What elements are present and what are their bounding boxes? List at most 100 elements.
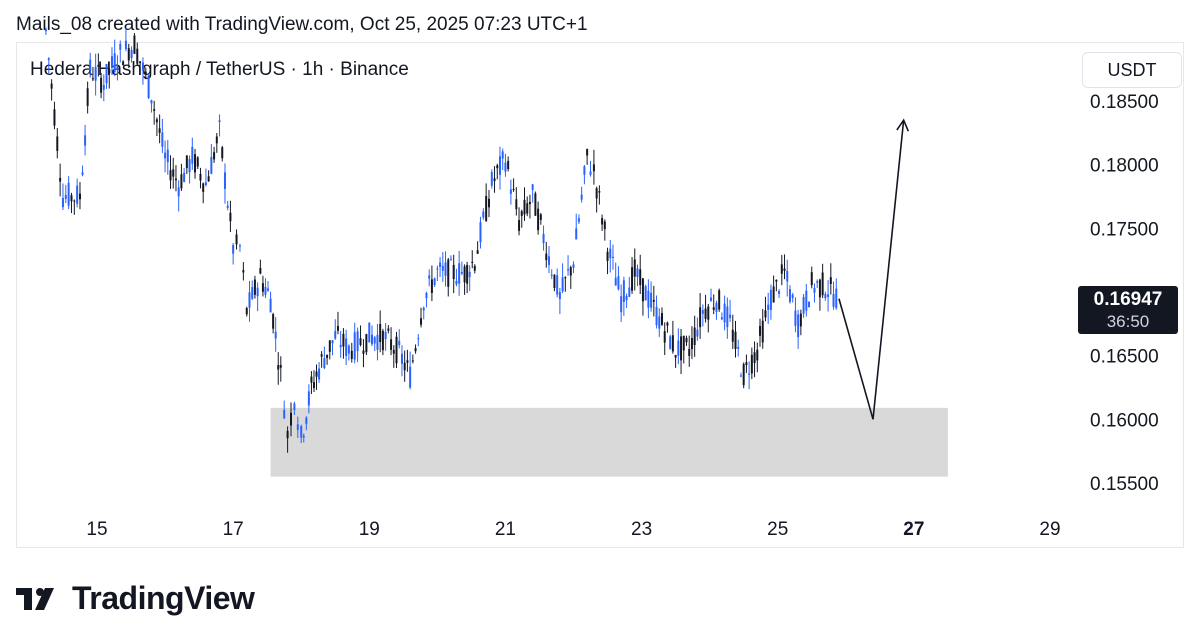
candle-body	[663, 331, 666, 343]
candle-body	[504, 162, 507, 172]
candle-body	[633, 259, 636, 277]
candle-body	[264, 286, 267, 295]
candle-body	[232, 245, 235, 254]
candle-body	[274, 331, 277, 339]
candle-body	[786, 270, 789, 282]
x-tick-label: 27	[903, 519, 924, 540]
candle-body	[810, 272, 813, 286]
candle-body	[315, 371, 318, 377]
candle-body	[788, 289, 791, 302]
candle-body	[409, 366, 412, 388]
candle-body	[799, 313, 802, 327]
candle-body	[147, 75, 150, 98]
candle-body	[791, 294, 794, 298]
candle-body	[296, 424, 299, 430]
candle-body	[539, 214, 542, 220]
candle-body	[556, 275, 559, 295]
candle-body	[520, 211, 523, 216]
candle-body	[323, 358, 326, 369]
candle-body	[86, 88, 89, 106]
candle-body	[471, 261, 474, 263]
candle-body	[73, 200, 76, 202]
candle-body	[537, 208, 540, 231]
candle-body	[67, 182, 70, 206]
candle-body	[813, 287, 816, 293]
candle-body	[256, 287, 259, 297]
candle-body	[406, 360, 409, 363]
candle-body	[334, 330, 337, 339]
candle-body	[677, 340, 680, 356]
chart-attribution: Mails_08 created with TradingView.com, O…	[16, 14, 588, 35]
candle-body	[235, 234, 238, 245]
candle-body	[326, 354, 329, 358]
x-tick-label: 15	[86, 519, 107, 540]
x-tick-label: 19	[359, 519, 380, 540]
candle-body	[302, 435, 305, 438]
candle-body	[64, 195, 67, 199]
candle-body	[368, 322, 371, 343]
candle-body	[545, 253, 548, 261]
candle-body	[229, 212, 232, 222]
candle-body	[592, 164, 595, 172]
candle-body	[267, 288, 270, 291]
candle-body	[460, 271, 463, 274]
candle-body	[78, 193, 81, 200]
candle-body	[199, 174, 202, 181]
candle-body	[644, 286, 647, 301]
tradingview-logo[interactable]: TradingView	[16, 580, 255, 617]
candle-body	[185, 155, 188, 169]
candle-body	[704, 308, 707, 319]
candle-body	[433, 278, 436, 286]
candle-body	[144, 71, 147, 74]
candle-body	[350, 350, 353, 359]
candle-body	[400, 353, 403, 364]
x-tick-label: 23	[631, 519, 652, 540]
candle-body	[94, 66, 97, 81]
candle-body	[611, 256, 614, 258]
candle-body	[586, 149, 589, 156]
candle-body	[674, 355, 677, 358]
candle-body	[365, 334, 368, 353]
candle-body	[595, 188, 598, 199]
candle-body	[518, 220, 521, 231]
candle-body	[150, 100, 153, 104]
tradingview-logo-icon	[16, 587, 54, 610]
candle-body	[666, 322, 669, 326]
candle-body	[458, 263, 461, 284]
candle-body	[452, 264, 455, 280]
candle-body	[759, 326, 762, 336]
candle-body	[312, 382, 315, 389]
bar-countdown: 36:50	[1106, 312, 1150, 331]
candle-body	[191, 146, 194, 164]
candle-body	[210, 156, 213, 174]
candle-body	[639, 269, 642, 286]
candle-body	[767, 304, 770, 310]
candle-body	[345, 338, 348, 356]
candle-body	[44, 29, 47, 32]
candle-body	[290, 412, 293, 426]
candle-body	[286, 430, 289, 439]
candle-body	[808, 301, 811, 308]
candle-body	[436, 268, 439, 270]
candle-body	[320, 354, 323, 357]
candle-body	[496, 165, 499, 169]
candle-body	[253, 279, 256, 295]
candle-body	[50, 83, 53, 89]
candle-body	[476, 250, 479, 254]
candle-body	[723, 303, 726, 323]
candle-body	[696, 329, 699, 337]
y-tick-label: 0.17500	[1090, 219, 1159, 240]
candle-body	[628, 287, 631, 297]
candle-body	[827, 294, 830, 297]
currency-selector[interactable]: USDT	[1082, 52, 1182, 88]
candle-body	[169, 170, 172, 181]
candle-body	[122, 61, 125, 66]
candle-body	[553, 274, 556, 289]
candle-body	[53, 109, 56, 126]
symbol-title[interactable]: Hedera Hashgraph / TetherUS · 1h · Binan…	[30, 59, 409, 80]
candle-body	[750, 354, 753, 374]
candle-body	[305, 417, 308, 424]
candle-body	[269, 298, 272, 313]
candle-body	[207, 176, 210, 182]
